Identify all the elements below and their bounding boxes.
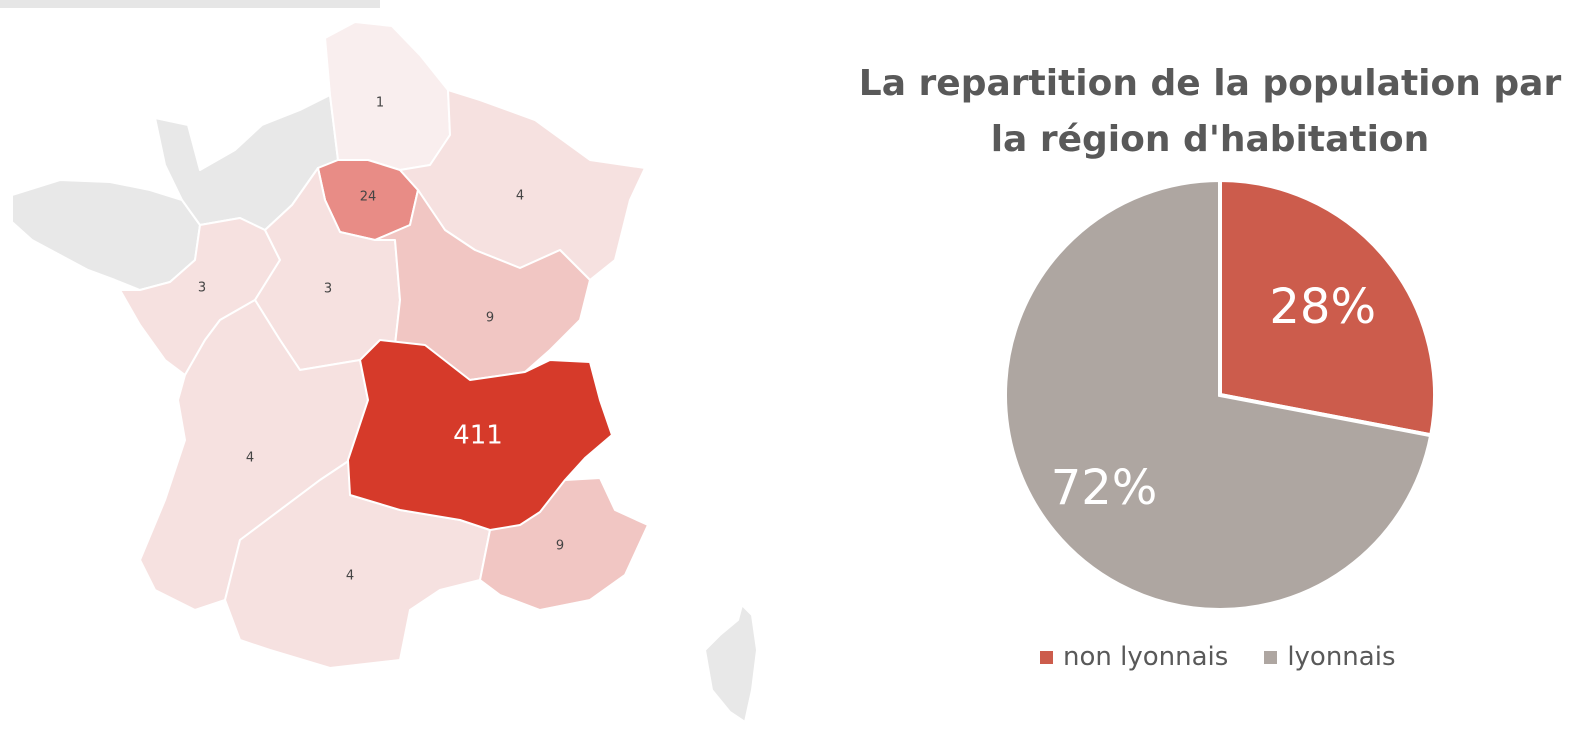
pie-chart: 28% 72%	[1003, 177, 1437, 612]
pie-label-non-lyonnais: 28%	[1269, 279, 1376, 335]
legend-label-lyonnais: lyonnais	[1287, 642, 1396, 672]
label-occitanie: 4	[346, 569, 354, 584]
legend-label-non-lyonnais: non lyonnais	[1063, 642, 1229, 672]
region-corse	[704, 604, 758, 723]
top-strip	[0, 0, 380, 8]
region-hauts-de-france	[324, 21, 451, 171]
france-region-map: 1 24 4 3 3 9 411 4 4 9	[11, 21, 758, 723]
pie-slice-non-lyonnais	[1218, 177, 1437, 438]
legend-swatch-non-lyonnais	[1040, 650, 1053, 664]
legend-item-lyonnais: lyonnais	[1264, 642, 1396, 672]
label-nouvelle-aquitaine: 4	[246, 451, 254, 466]
region-bourgogne-franche-comte	[374, 189, 591, 381]
label-pays-de-la-loire: 3	[198, 281, 206, 296]
pie-label-lyonnais: 72%	[1051, 460, 1158, 516]
label-ile-de-france: 24	[360, 190, 377, 205]
legend-swatch-lyonnais	[1264, 650, 1278, 664]
label-grand-est: 4	[516, 189, 524, 204]
label-centre-val-de-loire: 3	[324, 282, 332, 297]
label-hauts-de-france: 1	[376, 96, 384, 111]
label-provence-alpes-cote-d-azur: 9	[556, 539, 564, 554]
pie-legend: non lyonnais lyonnais	[1040, 642, 1396, 672]
label-auvergne-rhone-alpes: 411	[453, 421, 503, 451]
region-auvergne-rhone-alpes	[347, 339, 613, 531]
legend-item-non-lyonnais: non lyonnais	[1040, 642, 1228, 672]
label-bourgogne-franche-comte: 9	[486, 311, 494, 326]
chart-title: La repartition de la population par la r…	[858, 63, 1562, 160]
region-bretagne	[11, 179, 201, 291]
pie-slice-lyonnais	[1003, 177, 1434, 612]
